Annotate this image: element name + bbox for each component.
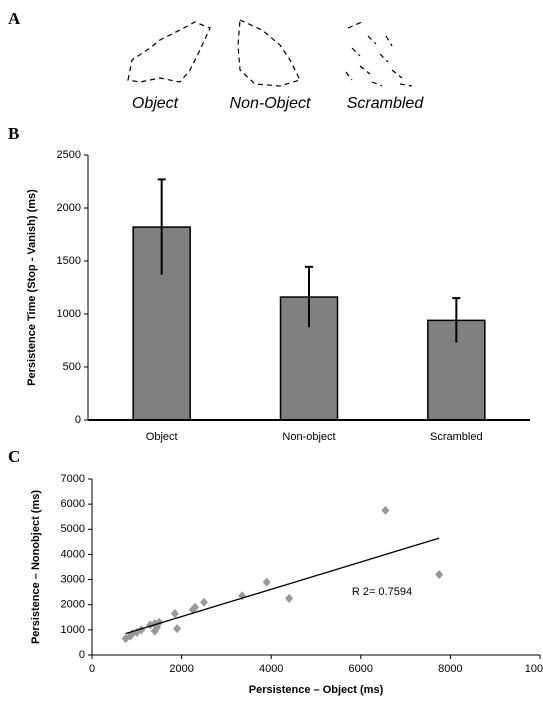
- x-tick-label: 0: [89, 663, 95, 675]
- point: [173, 624, 182, 634]
- x-tick-label: 10000: [525, 663, 543, 675]
- stimulus-label: Non-Object: [230, 95, 311, 112]
- point: [191, 602, 200, 612]
- stimulus-drawings: [127, 19, 413, 87]
- point: [285, 593, 294, 603]
- y-tick-label: 1000: [57, 308, 81, 320]
- x-tick-label: 4000: [259, 663, 283, 675]
- y-tick-label: 1000: [61, 624, 85, 636]
- point: [381, 505, 390, 515]
- x-tick-label: Object: [146, 431, 178, 443]
- point: [435, 570, 444, 580]
- y-tick-label: 0: [79, 649, 85, 661]
- x-tick-label: Scrambled: [430, 431, 483, 443]
- point: [262, 577, 271, 587]
- panel-label: A: [8, 9, 21, 28]
- stimulus-label: Object: [132, 95, 179, 112]
- annotation: R 2= 0.7594: [352, 586, 412, 598]
- x-tick-label: Non-object: [282, 431, 335, 443]
- x-tick-label: 8000: [438, 663, 462, 675]
- y-tick-label: 1500: [57, 255, 81, 267]
- y-tick-label: 2000: [61, 599, 85, 611]
- point: [200, 597, 208, 607]
- panel-label: C: [8, 447, 20, 466]
- point: [170, 609, 179, 619]
- y-tick-label: 500: [63, 361, 81, 373]
- y-tick-label: 6000: [61, 498, 85, 510]
- y-axis-label: Persistence – Nonobject (ms): [30, 490, 42, 644]
- y-axis-label: Persistence Time (Stop - Vanish) (ms): [26, 189, 38, 386]
- y-tick-label: 0: [75, 414, 81, 426]
- x-tick-label: 6000: [349, 663, 373, 675]
- point: [121, 634, 130, 644]
- y-tick-label: 2000: [57, 202, 81, 214]
- stimulus-label: Scrambled: [347, 95, 425, 112]
- x-axis-label: Persistence – Object (ms): [249, 684, 384, 696]
- trend-line: [125, 537, 440, 635]
- y-tick-label: 2500: [57, 149, 81, 161]
- panel-label: B: [8, 124, 19, 143]
- y-tick-label: 7000: [61, 473, 85, 485]
- x-tick-label: 2000: [169, 663, 193, 675]
- y-tick-label: 4000: [61, 548, 85, 560]
- y-tick-label: 5000: [61, 523, 85, 535]
- y-tick-label: 3000: [61, 573, 85, 585]
